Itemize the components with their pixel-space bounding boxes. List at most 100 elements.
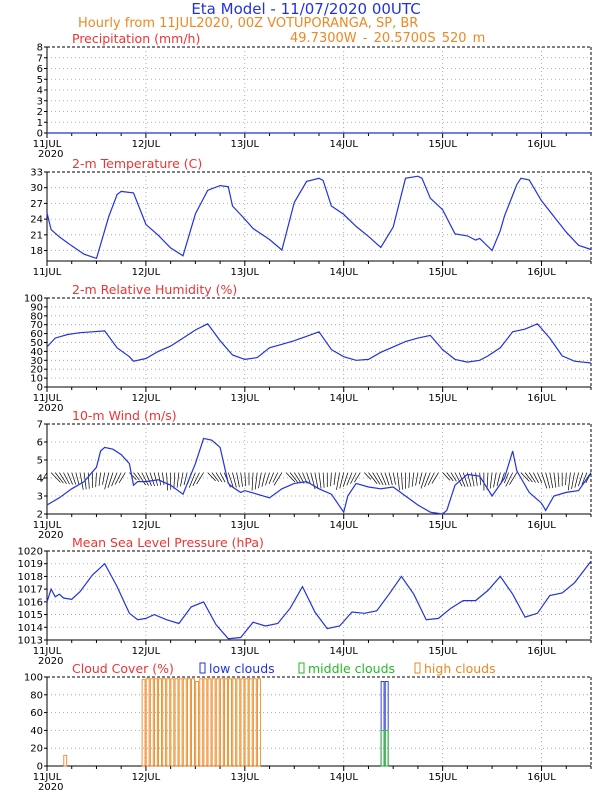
wind-arrow <box>254 472 258 490</box>
wind-arrow <box>462 472 469 487</box>
cloud-bar <box>186 678 191 767</box>
wind-arrow <box>545 472 551 489</box>
year-label: 2020 <box>38 403 63 414</box>
y-tick-label: 1017 <box>18 585 43 596</box>
wind-arrow <box>354 472 361 483</box>
chart-header: Eta Model - 11/07/2020 00UTC Hourly from… <box>0 0 612 48</box>
y-tick-label: 0 <box>37 383 43 394</box>
wind-arrow <box>104 472 110 490</box>
wind-arrow <box>98 472 101 486</box>
wind-arrow <box>401 472 403 490</box>
x-tick-label: 12JUL <box>132 393 161 404</box>
y-tick-label: 3 <box>37 96 43 107</box>
wind-arrow <box>446 472 454 482</box>
cloud-bar <box>380 729 385 767</box>
series-line <box>46 560 592 640</box>
wind-arrow <box>215 472 223 483</box>
panel-title: 2-m Temperature (C) <box>72 156 202 171</box>
cloud-bar <box>228 678 233 767</box>
y-tick-label: 4 <box>37 474 43 485</box>
cloud-bar <box>162 678 167 767</box>
year-label: 2020 <box>38 656 63 667</box>
wind-arrow <box>567 472 571 491</box>
wind-arrow <box>475 472 478 486</box>
panel-title: Precipitation (mm/h) <box>72 31 200 46</box>
x-tick-label: 16JUL <box>527 646 556 657</box>
cloud-bar <box>166 678 171 767</box>
wind-arrow <box>411 472 415 487</box>
y-tick-label: 50 <box>30 338 43 349</box>
wind-arrow <box>496 472 501 487</box>
wind-arrow <box>553 472 557 488</box>
x-tick-label: 13JUL <box>231 646 260 657</box>
y-tick-label: 40 <box>30 347 43 358</box>
wind-arrow <box>107 472 114 488</box>
y-tick-label: 90 <box>30 302 43 313</box>
wind-arrow <box>183 472 188 486</box>
wind-arrow <box>162 472 165 485</box>
y-tick-label: 4 <box>37 86 43 97</box>
wind-arrow <box>232 472 237 488</box>
wind-arrow <box>503 472 509 484</box>
wind-arrow <box>289 472 299 483</box>
y-tick-label: 18 <box>30 246 43 257</box>
wind-arrow <box>114 472 122 485</box>
x-tick-label: 13JUL <box>231 520 260 531</box>
legend-swatch <box>199 662 206 674</box>
x-tick-label: 16JUL <box>527 139 556 150</box>
cloud-bar <box>219 678 224 767</box>
y-tick-label: 27 <box>30 199 43 210</box>
wind-arrow <box>79 472 84 490</box>
wind-arrow <box>557 472 560 487</box>
wind-arrow <box>408 472 411 488</box>
cloud-bar <box>211 678 216 767</box>
cloud-bar <box>236 678 241 767</box>
wind-arrow <box>396 472 400 491</box>
cloud-bar <box>63 754 68 767</box>
year-label: 2020 <box>38 782 63 792</box>
wind-arrow <box>486 472 489 490</box>
wind-arrow <box>176 472 180 488</box>
y-tick-label: 8 <box>37 43 43 54</box>
y-tick-label: 7 <box>37 420 43 431</box>
wind-arrow <box>228 472 234 488</box>
wind-arrow <box>211 472 220 482</box>
chart-subtitle: Hourly from 11JUL2020, 00Z VOTUPORANGA, … <box>78 16 419 31</box>
y-tick-label: 7 <box>37 53 43 64</box>
wind-arrow <box>489 472 493 489</box>
cloud-bar <box>224 678 228 767</box>
y-tick-label: 80 <box>30 311 43 322</box>
y-tick-label: 30 <box>30 183 43 194</box>
y-tick-label: 1020 <box>18 547 43 558</box>
wind-arrow <box>368 472 378 484</box>
chart-title: Eta Model - 11/07/2020 00UTC <box>191 0 421 18</box>
x-tick-label: 12JUL <box>132 267 161 278</box>
chart-panel-4: 2 3 4 5 6 7 11JUL 12JUL 13JUL 14JUL 15JUL 16JUL 2020… <box>33 408 592 541</box>
wind-arrow <box>339 472 345 489</box>
wind-arrow <box>350 472 357 484</box>
wind-arrow <box>50 472 61 483</box>
wind-arrow <box>418 472 423 485</box>
y-tick-label: 60 <box>30 329 43 340</box>
x-tick-label: 16JUL <box>527 267 556 278</box>
wind-arrow <box>261 472 266 487</box>
wind-arrow <box>578 472 584 487</box>
wind-arrow <box>364 472 372 480</box>
y-tick-label: 1018 <box>18 572 43 583</box>
wind-arrow <box>87 472 90 489</box>
legend-swatch <box>414 662 421 674</box>
x-tick-label: 11JUL <box>33 646 62 657</box>
wind-arrow <box>479 472 481 486</box>
wind-arrow <box>450 472 457 482</box>
wind-arrow <box>493 472 497 488</box>
wind-arrow <box>342 472 349 488</box>
wind-arrow <box>75 472 80 485</box>
wind-arrow <box>207 472 216 482</box>
x-tick-label: 16JUL <box>527 772 556 783</box>
wind-arrow <box>505 472 514 487</box>
wind-arrow <box>520 472 530 482</box>
wind-arrow <box>133 472 140 481</box>
wind-arrow <box>346 472 353 486</box>
wind-arrow <box>59 472 67 485</box>
y-tick-label: 40 <box>30 726 43 737</box>
